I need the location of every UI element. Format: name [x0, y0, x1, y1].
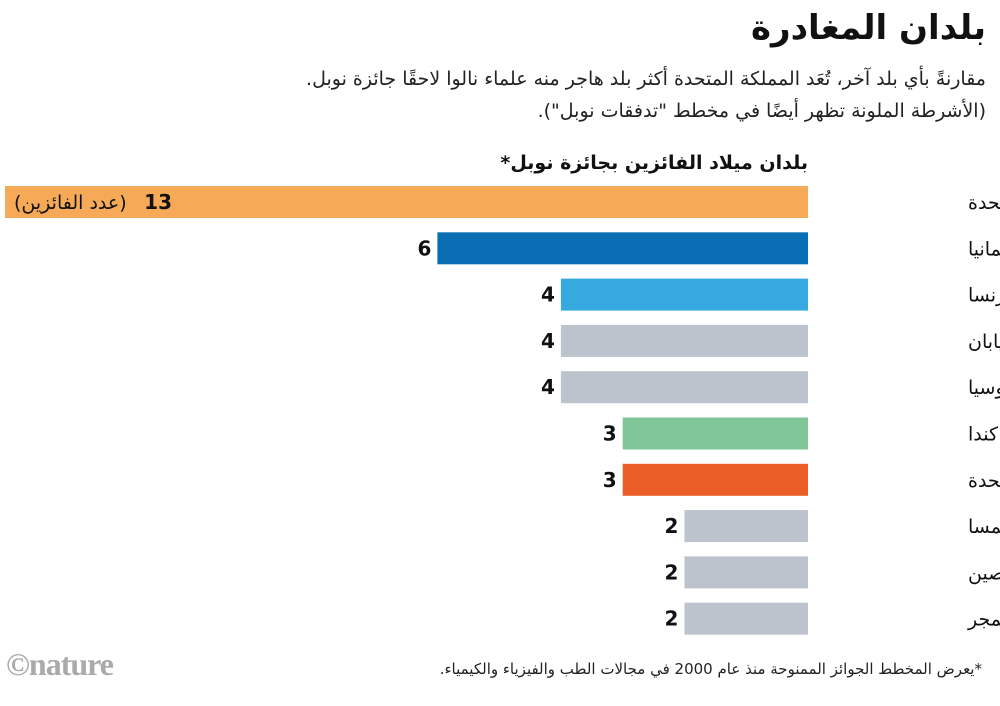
category-label: المملكة المتحدة — [968, 192, 1000, 214]
bar — [622, 417, 808, 450]
value-label: 13 — [144, 190, 172, 214]
category-label: المجر — [967, 609, 1000, 631]
value-label: 2 — [665, 560, 679, 584]
value-label: 2 — [665, 607, 679, 631]
bar — [684, 556, 808, 589]
bar-chart: المملكة المتحدة (عدد الفائزين) 13 ألمانيا 6 ف… — [5, 186, 1000, 635]
category-label: ألمانيا — [968, 236, 1000, 260]
value-label: 4 — [541, 375, 555, 399]
value-annotation: (عدد الفائزين) — [14, 192, 127, 214]
category-label: الولايات المتحدة — [968, 470, 1000, 492]
category-label: كندا — [968, 424, 999, 446]
bar — [560, 278, 808, 311]
value-label: 3 — [603, 422, 617, 446]
category-label: اليابان — [968, 331, 1000, 353]
bar — [622, 463, 808, 496]
bar — [560, 324, 808, 357]
chart-heading: بلدان ميلاد الفائزين بجائزة نوبل* — [500, 152, 808, 174]
bar — [560, 371, 808, 404]
nature-logo: ©nature — [6, 646, 114, 682]
bar — [684, 510, 808, 543]
bar — [684, 602, 808, 635]
value-label: 6 — [417, 236, 431, 260]
subtitle-line-1: مقارنةً بأي بلد آخر، تُعَد المملكة المتح… — [306, 68, 986, 90]
value-label: 3 — [603, 468, 617, 492]
category-label: الصين — [968, 562, 1000, 584]
value-label: 2 — [665, 514, 679, 538]
chart-title: بلدان المغادرة — [750, 8, 986, 48]
category-label: فرنسا — [968, 285, 1000, 307]
category-label: النمسا — [968, 516, 1000, 538]
category-label: روسيا — [968, 377, 1000, 399]
bar — [437, 232, 808, 265]
value-label: 4 — [541, 283, 555, 307]
value-label: 4 — [541, 329, 555, 353]
bar — [5, 186, 808, 218]
footnote: *يعرض المخطط الجوائز الممنوحة منذ عام 20… — [439, 660, 982, 678]
subtitle-line-2: (الأشرطة الملونة تظهر أيضًا في مخطط "تدف… — [537, 100, 986, 122]
